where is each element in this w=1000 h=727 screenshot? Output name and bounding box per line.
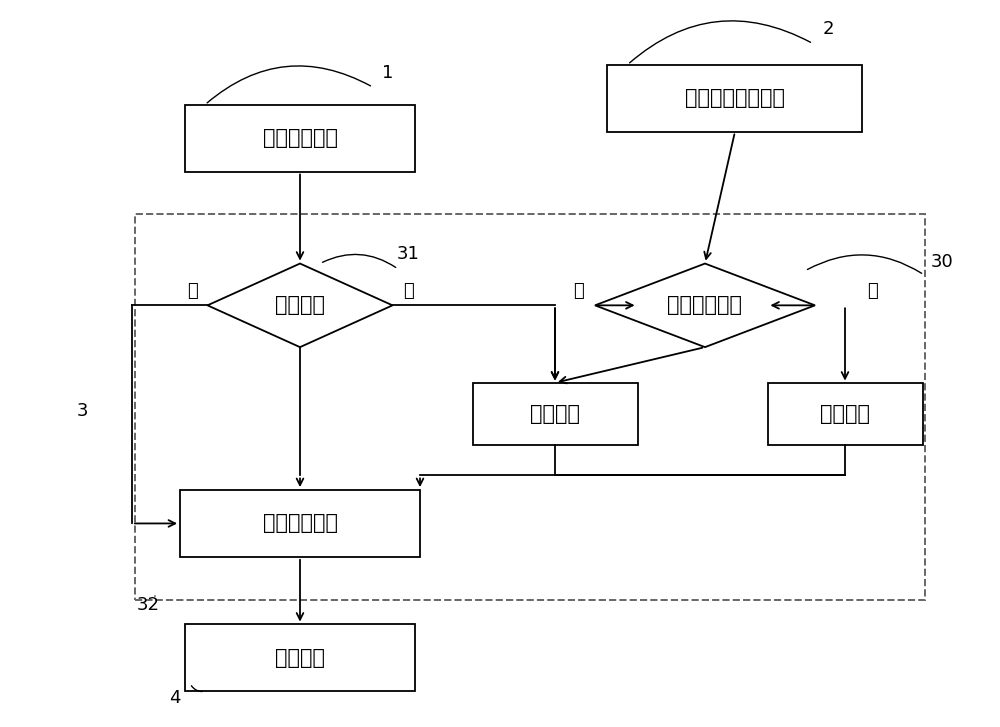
Text: 是: 是 xyxy=(867,282,877,300)
Text: 1: 1 xyxy=(382,64,394,81)
Text: 参数采集单元: 参数采集单元 xyxy=(262,128,338,148)
FancyBboxPatch shape xyxy=(473,383,638,445)
Text: 30: 30 xyxy=(931,253,953,270)
Text: 中断信号: 中断信号 xyxy=(530,404,580,425)
Text: 爆震信号采集单元: 爆震信号采集单元 xyxy=(685,88,785,108)
Text: 4: 4 xyxy=(169,689,181,707)
FancyBboxPatch shape xyxy=(185,624,415,691)
Text: 加热单元: 加热单元 xyxy=(275,648,325,668)
Text: 信号选择模块: 信号选择模块 xyxy=(668,295,742,316)
Polygon shape xyxy=(208,264,392,348)
Text: 继续信号: 继续信号 xyxy=(820,404,870,425)
FancyBboxPatch shape xyxy=(607,65,862,132)
Text: 2: 2 xyxy=(822,20,834,38)
FancyBboxPatch shape xyxy=(180,490,420,557)
FancyBboxPatch shape xyxy=(768,383,922,445)
Text: 否: 否 xyxy=(403,282,413,300)
Text: 是: 是 xyxy=(187,282,197,300)
Text: 32: 32 xyxy=(136,596,160,614)
Text: 比较模块: 比较模块 xyxy=(275,295,325,316)
Text: 否: 否 xyxy=(573,282,583,300)
FancyBboxPatch shape xyxy=(185,105,415,172)
Text: 3: 3 xyxy=(76,402,88,419)
Text: 31: 31 xyxy=(397,246,419,263)
Text: 指令生成模块: 指令生成模块 xyxy=(262,513,338,534)
Polygon shape xyxy=(595,264,815,348)
